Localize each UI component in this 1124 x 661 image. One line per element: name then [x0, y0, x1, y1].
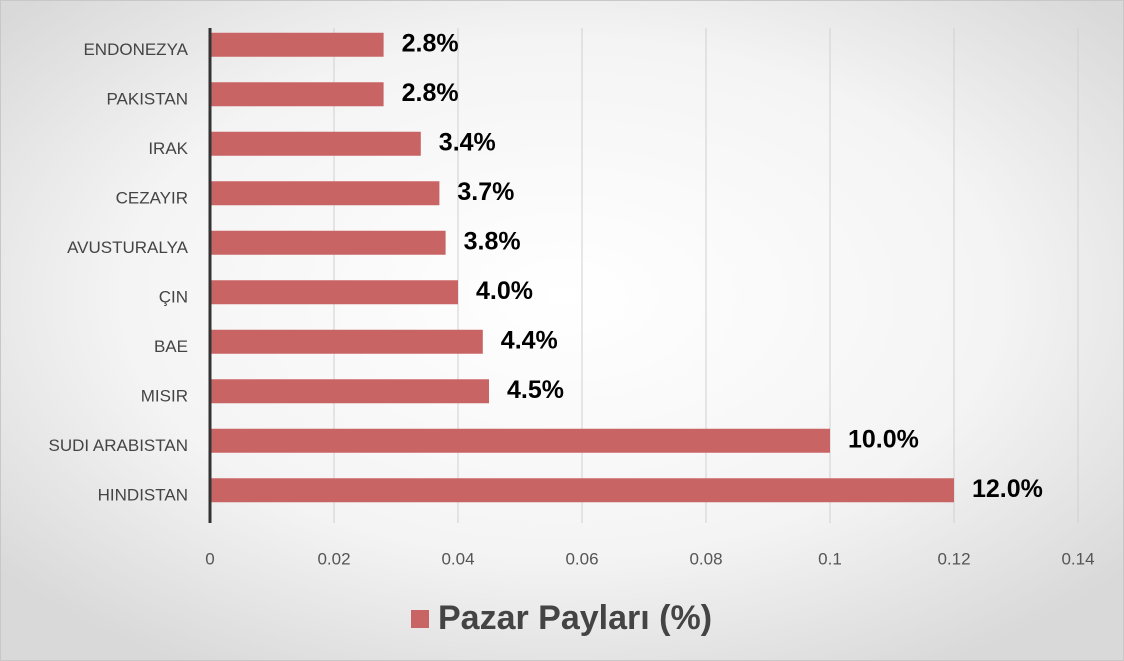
data-label: 12.0% [972, 475, 1043, 503]
data-label: 4.5% [507, 376, 564, 404]
y-tick-label: MISIR [141, 387, 188, 406]
data-label: 4.0% [476, 277, 533, 305]
data-label: 3.4% [439, 128, 496, 156]
x-tick-label: 0.1 [818, 549, 842, 568]
bar [210, 32, 384, 57]
bar [210, 428, 830, 453]
data-label: 2.8% [402, 79, 459, 107]
x-tick-label: 0.04 [441, 549, 474, 568]
data-label: 2.8% [402, 29, 459, 57]
data-label: 10.0% [848, 425, 919, 453]
y-tick-label: ENDONEZYA [83, 40, 188, 59]
x-tick-label: 0.14 [1061, 549, 1094, 568]
legend-swatch [411, 610, 429, 628]
bar [210, 230, 446, 255]
bar [210, 280, 458, 305]
x-tick-label: 0.12 [937, 549, 970, 568]
x-tick-label: 0.06 [565, 549, 598, 568]
bar [210, 181, 440, 206]
y-tick-label: PAKISTAN [106, 90, 188, 109]
data-label: 3.7% [457, 178, 514, 206]
bar [210, 82, 384, 107]
y-tick-label: CEZAYIR [116, 189, 188, 208]
y-tick-label: AVUSTURALYA [67, 238, 189, 257]
bar [210, 478, 954, 503]
y-tick-label: HINDISTAN [98, 486, 188, 505]
legend-label: Pazar Payları (%) [438, 599, 712, 637]
bar [210, 329, 483, 354]
x-tick-label: 0.08 [689, 549, 722, 568]
bar [210, 131, 421, 156]
x-tick-label: 0 [205, 549, 214, 568]
bar [210, 379, 489, 404]
y-tick-label: SUDI ARABISTAN [49, 436, 189, 455]
y-tick-label: BAE [154, 337, 188, 356]
x-tick-label: 0.02 [317, 549, 350, 568]
data-label: 4.4% [501, 326, 558, 354]
data-label: 3.8% [464, 227, 521, 255]
y-tick-label: IRAK [148, 139, 188, 158]
y-tick-label: ÇIN [159, 288, 188, 307]
